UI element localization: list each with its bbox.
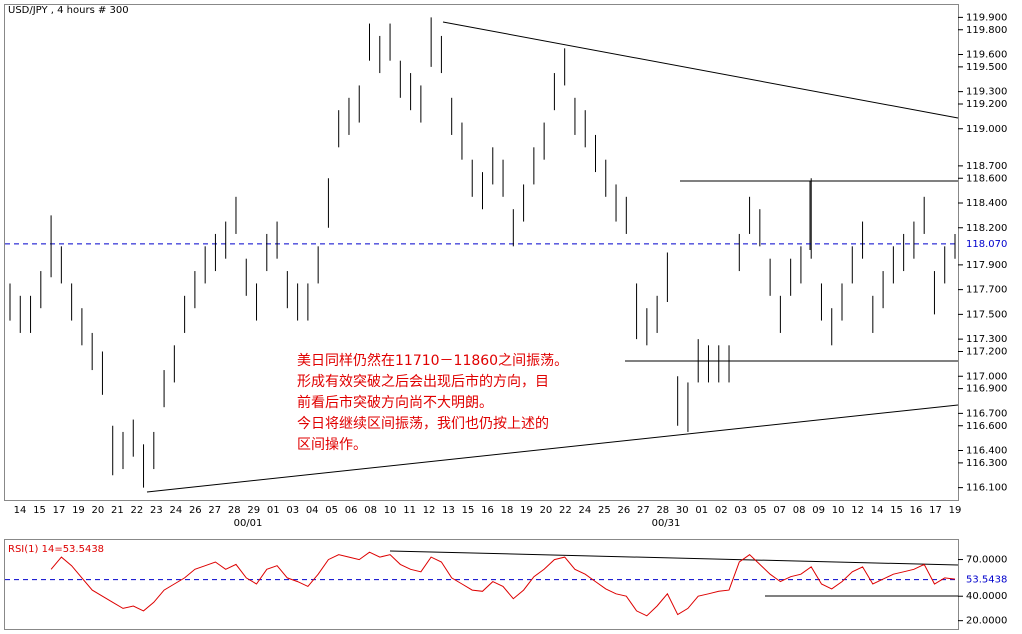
price-panel [4, 4, 959, 501]
x-tick-label: 04 [306, 505, 319, 516]
x-tick-label: 06 [345, 505, 358, 516]
annotation: 美日同样仍然在11710－11860之间振荡。形成有效突破之后会出现后市的方向，… [297, 352, 568, 453]
x-tick-label: 28 [228, 505, 241, 516]
y-tick-label: 20.0000 [966, 616, 1007, 627]
x-tick-label: 17 [53, 505, 66, 516]
y-tick-label: 117.000 [966, 371, 1007, 382]
annotation-line: 前看后市突破方向尚不大明朗。 [297, 394, 493, 411]
x-tick-label: 09 [812, 505, 825, 516]
x-tick-label: 10 [832, 505, 845, 516]
y-tick-label: 40.0000 [966, 591, 1007, 602]
y-tick-label: 70.0000 [966, 555, 1007, 566]
y-tick-label: 116.400 [966, 446, 1007, 457]
x-tick-label: 08 [364, 505, 377, 516]
trend-line [442, 21, 959, 119]
x-tick-label: 22 [131, 505, 144, 516]
y-tick-label: 117.700 [966, 285, 1007, 296]
annotation-line: 区间操作。 [297, 437, 367, 453]
y-tick-label: 116.900 [966, 384, 1007, 395]
x-tick-label: 20 [540, 505, 553, 516]
x-tick-label: 14 [14, 505, 27, 516]
x-tick-label: 10 [384, 505, 397, 516]
x-tick-label: 18 [501, 505, 514, 516]
annotation-line: 美日同样仍然在11710－11860之间振荡。 [297, 352, 568, 369]
y-tick-label: 119.800 [966, 25, 1007, 36]
x-tick-label: 17 [929, 505, 942, 516]
rsi-title: RSI(1) 14=53.5438 [8, 544, 104, 555]
y-tick-label: 118.200 [966, 223, 1007, 234]
x-tick-label: 08 [793, 505, 806, 516]
x-tick-label: 19 [949, 505, 962, 516]
x-tick-label: 24 [579, 505, 592, 516]
y-tick-label: 119.600 [966, 50, 1007, 61]
reference-label-bg [963, 237, 1013, 250]
x-tick-label: 29 [247, 505, 260, 516]
x-tick-label: 13 [442, 505, 455, 516]
y-tick-label: 119.300 [966, 87, 1007, 98]
rsi-panel [4, 539, 959, 630]
x-tick-label: 19 [520, 505, 533, 516]
x-tick-label: 23 [150, 505, 163, 516]
x-tick-label: 21 [111, 505, 124, 516]
x-tick-label: 15 [462, 505, 475, 516]
x-tick-label: 12 [423, 505, 436, 516]
y-tick-label: 119.900 [966, 12, 1007, 23]
x-tick-label: 26 [617, 505, 630, 516]
y-tick-label: 119.500 [966, 62, 1007, 73]
x-tick-label: 11 [403, 505, 416, 516]
y-tick-label: 116.700 [966, 408, 1007, 419]
month-label: 00/01 [234, 518, 263, 529]
x-tick-label: 05 [754, 505, 767, 516]
x-tick-label: 12 [851, 505, 864, 516]
annotation-line: 形成有效突破之后会出现后市的方向，目 [297, 373, 549, 390]
y-tick-label: 117.500 [966, 309, 1007, 320]
y-tick-label: 119.000 [966, 124, 1007, 135]
x-tick-label: 27 [637, 505, 650, 516]
x-tick-label: 28 [656, 505, 669, 516]
y-tick-label: 117.900 [966, 260, 1007, 271]
rsi-line [50, 551, 956, 617]
x-tick-label: 07 [773, 505, 786, 516]
x-tick-label: 15 [890, 505, 903, 516]
reference-label: 53.5438 [966, 575, 1007, 586]
x-tick-label: 03 [286, 505, 299, 516]
x-tick-label: 22 [559, 505, 572, 516]
x-tick-label: 20 [92, 505, 105, 516]
rsi-trend-line [389, 550, 959, 566]
y-tick-label: 118.400 [966, 198, 1007, 209]
x-tick-label: 26 [189, 505, 202, 516]
y-tick-label: 118.700 [966, 161, 1007, 172]
x-tick-label: 14 [871, 505, 884, 516]
month-label: 00/31 [652, 518, 681, 529]
x-tick-label: 16 [481, 505, 494, 516]
x-tick-label: 01 [267, 505, 280, 516]
x-tick-label: 02 [715, 505, 728, 516]
y-tick-label: 116.100 [966, 483, 1007, 494]
x-tick-label: 19 [72, 505, 85, 516]
chart-title: USD/JPY , 4 hours # 300 [8, 5, 129, 16]
trend-line [146, 404, 959, 493]
x-tick-label: 05 [325, 505, 338, 516]
x-tick-label: 27 [208, 505, 221, 516]
y-tick-label: 118.600 [966, 173, 1007, 184]
reference-label: 118.070 [966, 239, 1007, 250]
y-tick-label: 119.200 [966, 99, 1007, 110]
y-tick-label: 116.300 [966, 458, 1007, 469]
annotation-line: 今日将继续区间振荡，我们也仍按上述的 [297, 415, 549, 432]
x-tick-label: 15 [33, 505, 46, 516]
x-tick-label: 24 [169, 505, 182, 516]
reference-label-bg [963, 573, 1013, 586]
x-tick-label: 30 [676, 505, 689, 516]
x-tick-label: 01 [695, 505, 708, 516]
y-tick-label: 116.600 [966, 421, 1007, 432]
y-tick-label: 117.200 [966, 347, 1007, 358]
x-tick-label: 25 [598, 505, 611, 516]
x-tick-label: 03 [734, 505, 747, 516]
x-tick-label: 16 [910, 505, 923, 516]
y-tick-label: 117.300 [966, 334, 1007, 345]
trend-lines [146, 21, 959, 597]
